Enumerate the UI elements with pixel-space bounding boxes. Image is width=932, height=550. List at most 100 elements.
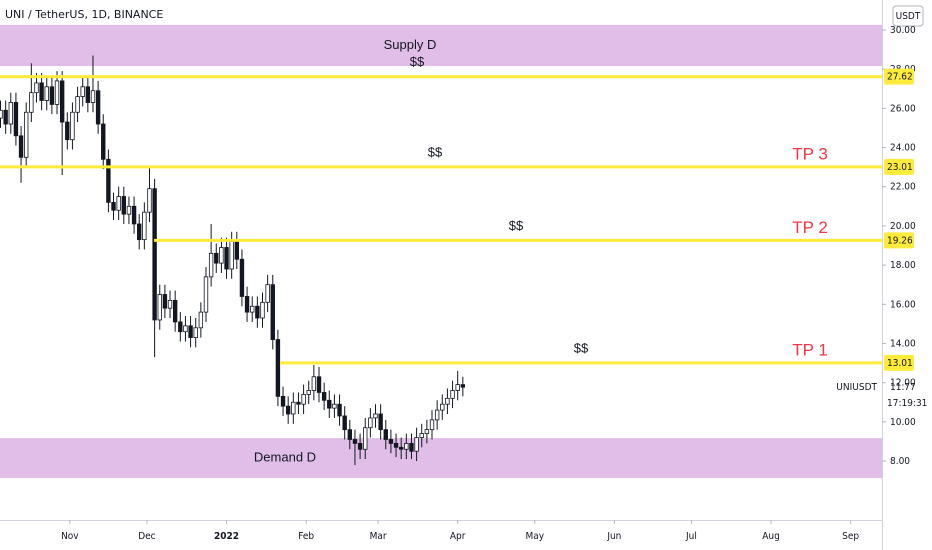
price-label-box [884, 68, 914, 85]
candle-body [214, 252, 219, 264]
candle-body [234, 241, 240, 260]
candle-body [332, 403, 337, 409]
x-tick-label: Feb [298, 531, 314, 542]
candle-body [239, 258, 245, 297]
y-tick-label: 18.00 [890, 260, 916, 271]
candle-body [244, 296, 250, 313]
candle-body [0, 109, 3, 119]
candle-body [188, 325, 193, 338]
candle-body [373, 413, 378, 419]
candle-body [137, 223, 142, 241]
candle-body [440, 403, 445, 411]
candle-body [54, 80, 60, 105]
price-label-box [884, 232, 914, 249]
candle-body [219, 247, 224, 264]
price-label: 23.01 [887, 162, 913, 173]
y-tick-label: 20.00 [890, 221, 916, 232]
countdown: 17:19:31 [887, 398, 927, 409]
candle-body [95, 90, 101, 125]
candle-body [250, 305, 255, 313]
candle-body [59, 80, 65, 123]
candle-body [270, 284, 275, 340]
candle-body [363, 427, 368, 450]
target-label: TP 2 [792, 218, 828, 237]
candle-body [34, 82, 39, 94]
candle-body [445, 397, 450, 405]
candle-body [378, 413, 383, 431]
x-tick-label: May [525, 531, 544, 542]
price-label-box [884, 354, 914, 371]
candle-body [419, 433, 424, 438]
candle-body [162, 294, 168, 309]
candle-body [121, 196, 126, 215]
y-tick-label: 8.00 [890, 456, 910, 467]
candle-body [126, 205, 132, 215]
candle-body [147, 188, 152, 213]
candle-body [306, 390, 311, 395]
candle-body [357, 442, 363, 450]
price-label-box [884, 158, 914, 175]
level-note: $$ [410, 54, 425, 69]
candle-body [450, 390, 455, 399]
candle-body [424, 429, 430, 434]
candle-body [29, 92, 34, 113]
x-tick-label: Sep [842, 531, 859, 542]
y-tick-label: 26.00 [890, 103, 916, 114]
target-label: TP 1 [792, 340, 828, 359]
candle-body [75, 96, 80, 113]
candle-body [70, 111, 75, 141]
y-tick-label: 12.00 [890, 378, 916, 389]
level-note: $$ [574, 340, 589, 355]
candle-body [172, 299, 178, 323]
y-tick-label: 14.00 [890, 338, 916, 349]
y-tick-label: 24.00 [890, 143, 916, 154]
y-tick-label: 16.00 [890, 299, 916, 310]
candle-body [13, 102, 19, 137]
candle-body [352, 439, 358, 444]
candle-body [65, 121, 70, 141]
candle-body [167, 299, 173, 309]
x-tick-label: 2022 [214, 531, 239, 542]
candle-body [85, 86, 91, 103]
zone [0, 24, 882, 67]
candle-body [198, 311, 204, 329]
candle-body [193, 327, 198, 338]
level-note: $$ [509, 218, 524, 233]
candle-body [183, 325, 188, 333]
candle-body [116, 196, 121, 211]
price-label: 27.62 [887, 72, 913, 83]
candle-body [142, 211, 147, 241]
candle-body [311, 376, 317, 391]
candle-body [342, 415, 347, 431]
candle-body [24, 111, 29, 158]
candle-body [260, 301, 265, 319]
plot-area: $$ $$ TP 3 $$ TP 2 $$ TP 1 Supply D Demand D [0, 24, 882, 479]
candle-body [111, 201, 116, 211]
currency-box[interactable] [892, 5, 924, 27]
candle-body [327, 399, 332, 409]
candle-body [434, 409, 440, 421]
candle-body [368, 417, 373, 429]
candle-body [383, 429, 388, 440]
candle-body [393, 442, 399, 448]
y-tick-label: 30.00 [890, 25, 916, 36]
candle-body [208, 252, 214, 278]
symbol-label: UNIUSDT [836, 382, 877, 393]
candle-body [398, 446, 404, 450]
candle-body [337, 403, 342, 417]
candle-body [131, 205, 137, 225]
candle-body [404, 442, 409, 450]
candle-body [265, 284, 270, 303]
candle-body [285, 405, 291, 415]
zone-label: Demand D [254, 450, 316, 465]
candle-body [280, 395, 286, 407]
candle-body [203, 276, 209, 313]
candle-body [296, 401, 301, 405]
candle-body [414, 437, 419, 452]
candle-body [255, 305, 260, 319]
candle-body [291, 401, 296, 415]
candle-body [90, 90, 96, 103]
candle-body [316, 376, 322, 393]
candle-body [275, 339, 281, 397]
candle-body [301, 394, 306, 405]
